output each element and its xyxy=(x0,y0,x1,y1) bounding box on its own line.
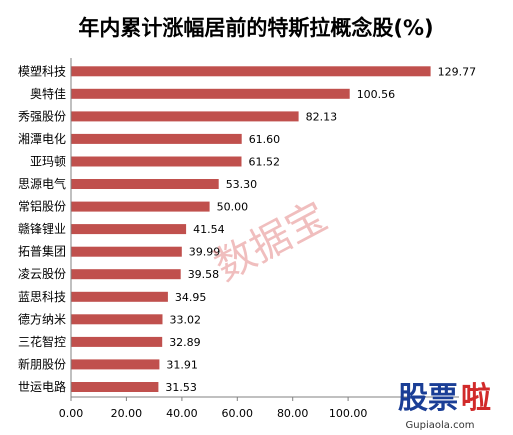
category-label: 赣锋锂业 xyxy=(18,221,66,236)
category-label: 奥特佳 xyxy=(30,86,66,101)
value-label: 50.00 xyxy=(217,201,249,214)
category-label: 世运电路 xyxy=(18,379,66,394)
x-tick-label: 60.00 xyxy=(222,407,254,420)
bar xyxy=(71,88,350,99)
chart-title: 年内累计涨幅居前的特斯拉概念股(%) xyxy=(78,16,433,40)
bar xyxy=(71,201,210,212)
value-label: 34.95 xyxy=(175,291,207,304)
value-label: 53.30 xyxy=(226,178,258,191)
site-logo: 股票 啦 Gupiaola.com xyxy=(398,381,491,431)
category-label: 湘潭电化 xyxy=(18,131,66,146)
category-label: 三花智控 xyxy=(18,334,66,349)
x-axis: 0.00 20.00 40.00 60.00 80.00 100.00 xyxy=(59,58,459,420)
value-label: 32.89 xyxy=(169,336,201,349)
bar xyxy=(71,133,242,144)
bar xyxy=(71,336,163,347)
logo-text-1: 股票 xyxy=(398,381,458,416)
bar xyxy=(71,66,431,77)
value-label: 61.52 xyxy=(249,156,281,169)
value-label: 41.54 xyxy=(193,223,225,236)
bar xyxy=(71,382,159,392)
value-label: 129.77 xyxy=(438,65,477,78)
value-label: 31.91 xyxy=(166,358,198,371)
value-label: 100.56 xyxy=(357,88,396,101)
category-label: 蓝思科技 xyxy=(18,290,66,304)
value-label: 61.60 xyxy=(249,133,281,146)
bar xyxy=(71,246,182,257)
category-label: 拓普集团 xyxy=(18,244,66,259)
value-label: 33.02 xyxy=(170,313,202,326)
logo-site: Gupiaola.com xyxy=(406,420,475,431)
category-label: 模塑科技 xyxy=(18,63,66,78)
value-label: 31.53 xyxy=(165,381,197,394)
logo-text-2: 啦 xyxy=(461,381,491,416)
category-label: 新朋股份 xyxy=(18,356,66,371)
bar xyxy=(71,224,187,235)
bar xyxy=(71,111,299,122)
bar xyxy=(71,269,181,280)
category-label: 亚玛顿 xyxy=(30,155,66,169)
category-label: 秀强股份 xyxy=(18,109,66,123)
category-label: 常铝股份 xyxy=(18,199,66,214)
x-tick-label: 100.00 xyxy=(329,407,368,420)
bar xyxy=(71,359,160,370)
category-label: 德方纳米 xyxy=(18,311,66,326)
bar xyxy=(71,179,219,189)
bar xyxy=(71,314,163,325)
x-tick-label: 20.00 xyxy=(111,407,143,420)
category-label: 凌云股份 xyxy=(18,267,66,281)
x-tick-label: 80.00 xyxy=(277,407,309,420)
value-label: 39.99 xyxy=(189,246,221,259)
bar xyxy=(71,291,168,302)
bar xyxy=(71,156,242,167)
value-label: 39.58 xyxy=(188,268,220,281)
category-label: 思源电气 xyxy=(18,176,66,191)
value-label: 82.13 xyxy=(306,110,338,123)
x-tick-label: 0.00 xyxy=(59,407,84,420)
bars-group: 模塑科技 129.77 奥特佳 100.56 秀强股份 82.13 湘潭电化 61.60 亚玛顿… xyxy=(18,63,476,394)
x-tick-label: 40.00 xyxy=(166,407,198,420)
